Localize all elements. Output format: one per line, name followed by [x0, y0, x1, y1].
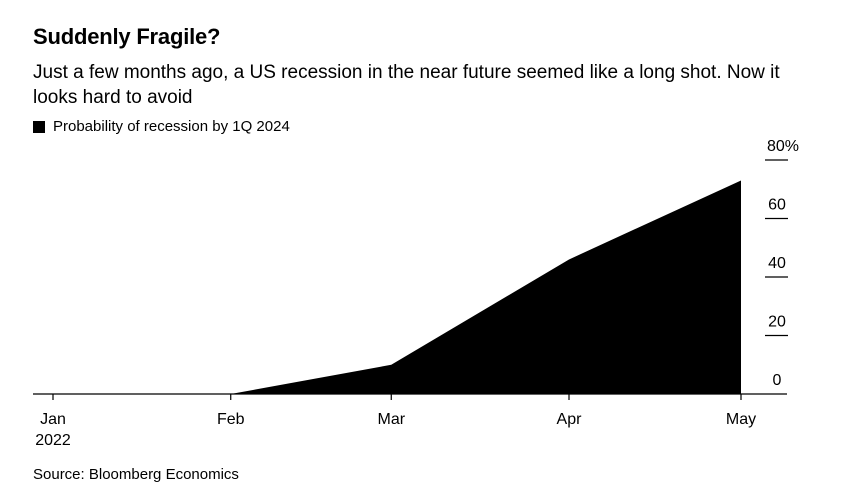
legend: Probability of recession by 1Q 2024: [33, 118, 290, 135]
source-note: Source: Bloomberg Economics: [33, 466, 239, 483]
y-tick-label-2: 40: [768, 255, 786, 272]
x-tick-sublabel-0: 2022: [35, 432, 71, 449]
x-tick-label-0: Jan: [40, 411, 66, 428]
chart-title: Suddenly Fragile?: [33, 24, 221, 49]
x-tick-label-4: May: [726, 411, 756, 428]
y-tick-label-0: 0: [773, 372, 782, 389]
y-tick-label-4: 80%: [767, 138, 799, 155]
x-tick-label-1: Feb: [217, 411, 245, 428]
chart-subtitle: Just a few months ago, a US recession in…: [33, 62, 780, 108]
legend-swatch: [33, 120, 45, 133]
y-tick-label-3: 60: [768, 197, 786, 214]
area-series-0: [53, 180, 741, 394]
legend-label: Probability of recession by 1Q 2024: [53, 118, 290, 135]
x-tick-label-3: Apr: [557, 411, 583, 428]
y-tick-label-1: 20: [768, 314, 786, 331]
x-tick-label-2: Mar: [377, 411, 405, 428]
